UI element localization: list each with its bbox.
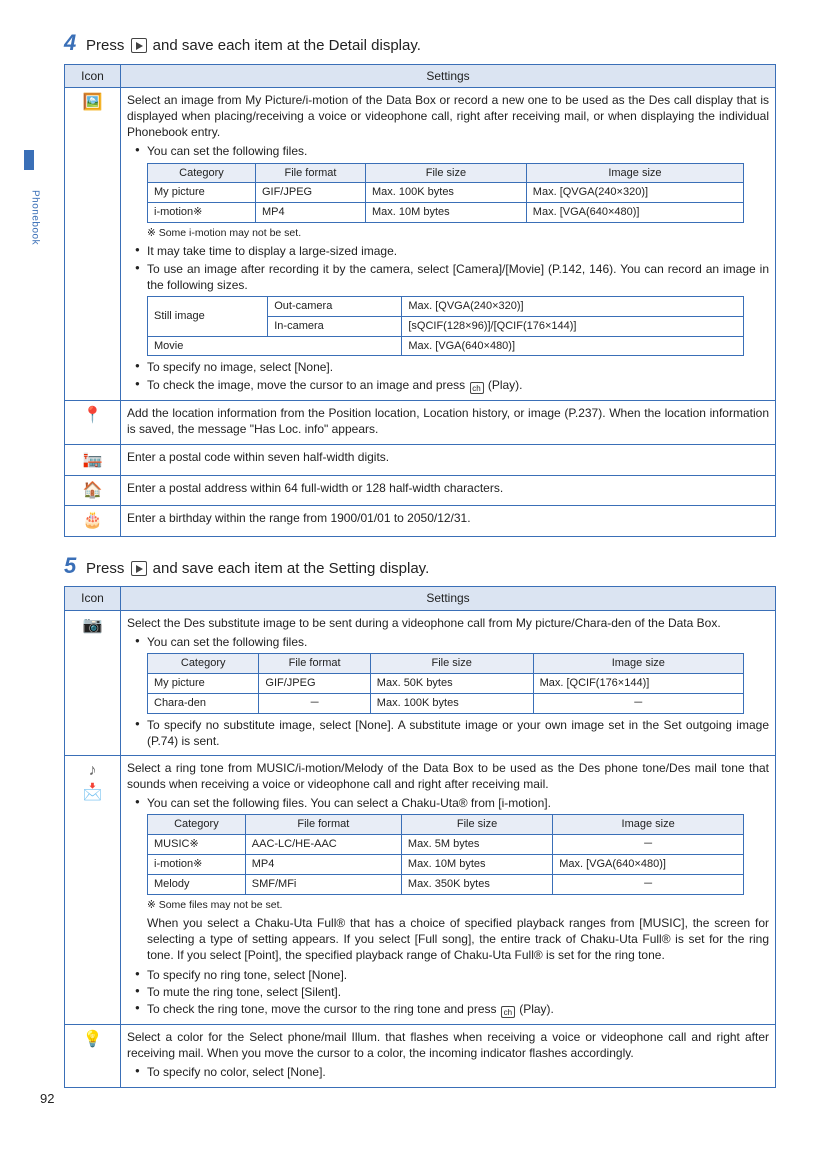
step-5-number: 5 — [64, 551, 86, 581]
play-icon — [131, 38, 147, 53]
step-5-title: Press and save each item at the Setting … — [86, 559, 429, 579]
ch-icon: ch — [470, 382, 484, 394]
icon-substitute-image: 📷 — [65, 610, 121, 755]
step5-row3: Select a color for the Select phone/mail… — [121, 1024, 776, 1087]
ch-icon: ch — [501, 1006, 515, 1018]
side-tab-label: Phonebook — [28, 190, 42, 245]
col-icon: Icon — [65, 64, 121, 87]
icon-ringtone: ♪📩 — [65, 755, 121, 1024]
step-5-heading: 5 Press and save each item at the Settin… — [64, 551, 776, 581]
step-4-number: 4 — [64, 28, 86, 58]
step-4-title: Press and save each item at the Detail d… — [86, 36, 421, 56]
play-icon — [131, 561, 147, 576]
step4-table: Icon Settings 🖼️ Select an image from My… — [64, 64, 776, 537]
col-icon: Icon — [65, 587, 121, 610]
step5-inner1: Category File format File size Image siz… — [147, 653, 744, 714]
step-4-heading: 4 Press and save each item at the Detail… — [64, 28, 776, 58]
icon-postal-address: 🏠 — [65, 475, 121, 506]
step5-table: Icon Settings 📷 Select the Des substitut… — [64, 586, 776, 1087]
icon-postal-code: 🏣 — [65, 444, 121, 475]
icon-image: 🖼️ — [65, 87, 121, 400]
side-marker — [24, 150, 34, 170]
step4-row1: Select an image from My Picture/i-motion… — [121, 87, 776, 400]
step5-row1: Select the Des substitute image to be se… — [121, 610, 776, 755]
icon-illumination: 💡 — [65, 1024, 121, 1087]
icon-location: 📍 — [65, 400, 121, 444]
step4-inner2: Still image Out-camera Max. [QVGA(240×32… — [147, 296, 744, 357]
icon-birthday: 🎂 — [65, 506, 121, 537]
step5-inner2: Category File format File size Image siz… — [147, 814, 744, 894]
step5-row2: Select a ring tone from MUSIC/i-motion/M… — [121, 755, 776, 1024]
page-number: 92 — [40, 1090, 54, 1108]
col-settings: Settings — [121, 64, 776, 87]
step4-inner1: Category File format File size Image siz… — [147, 163, 744, 224]
col-settings: Settings — [121, 587, 776, 610]
